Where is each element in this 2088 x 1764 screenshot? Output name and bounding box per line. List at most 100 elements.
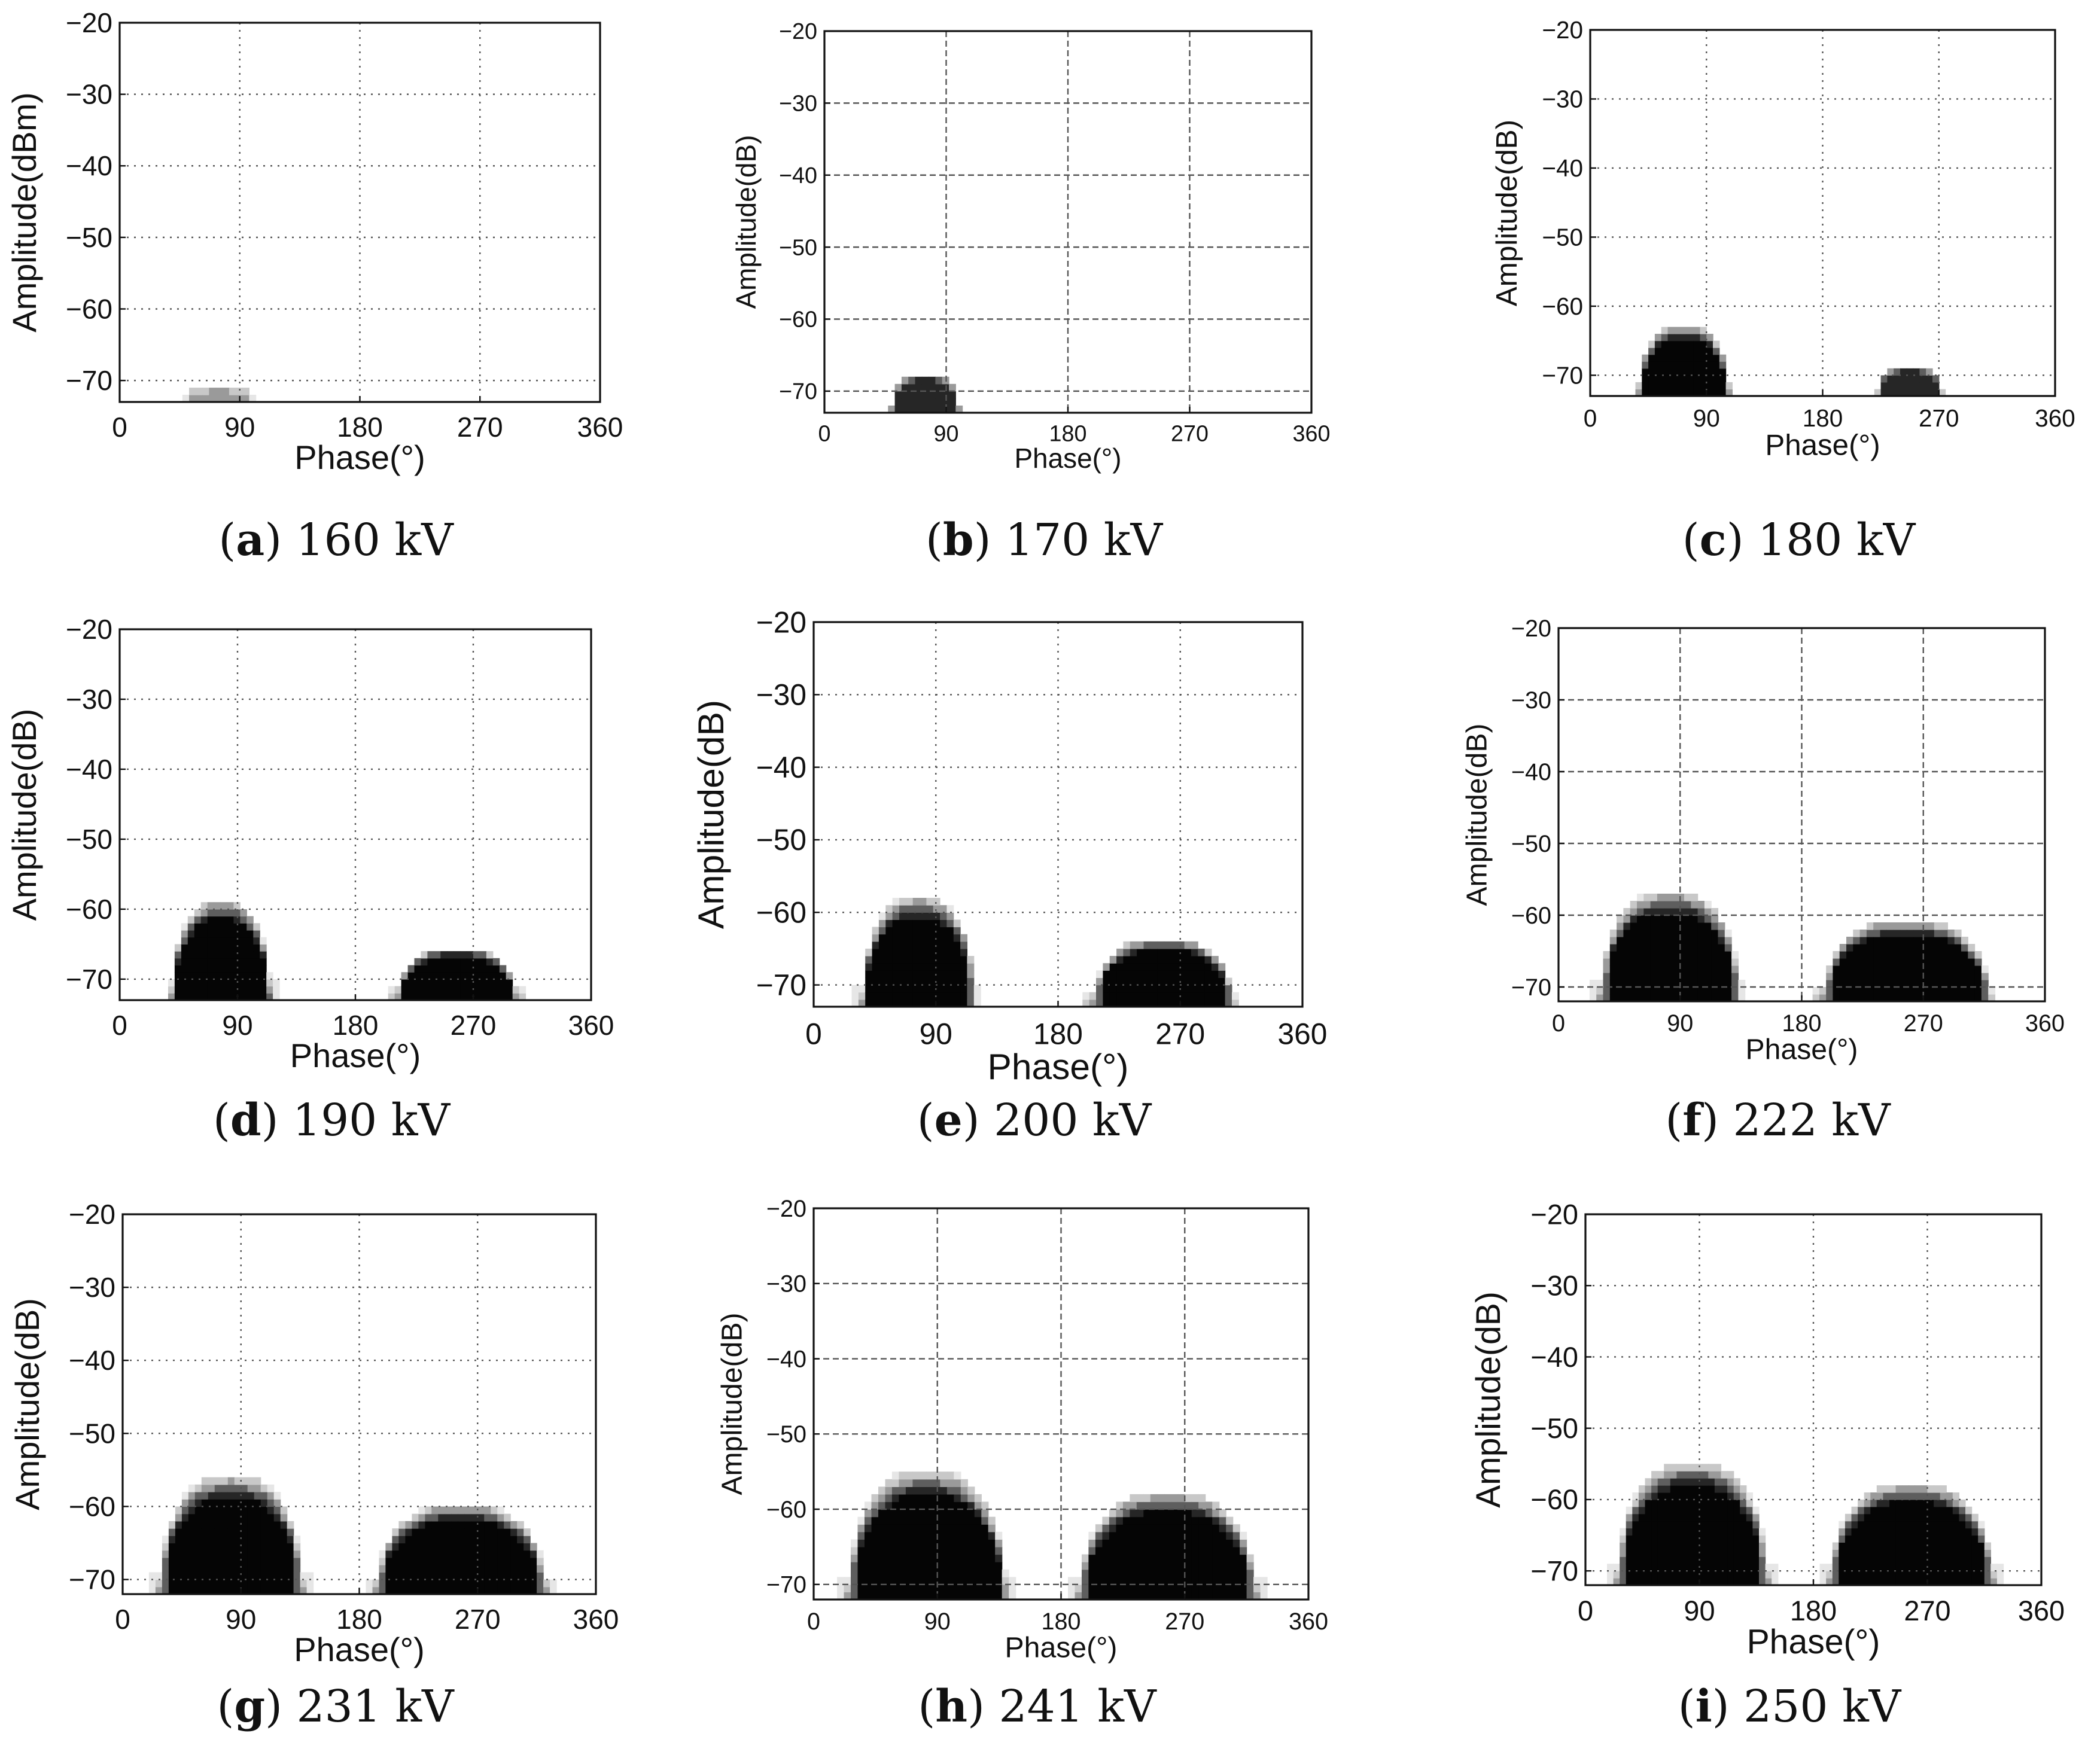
heat-cell (1900, 389, 1907, 397)
heat-cell (1687, 354, 1694, 362)
heat-cell (1191, 992, 1198, 1000)
heat-cell (1240, 1547, 1247, 1555)
heat-cell (438, 1513, 445, 1522)
heat-cell (1704, 965, 1712, 973)
heat-cell (953, 963, 961, 971)
heat-cell (1198, 992, 1206, 1000)
heat-cell (1643, 915, 1651, 923)
heat-cell (1941, 980, 1948, 988)
heat-cell (940, 912, 947, 920)
heat-cell (1965, 1549, 1973, 1557)
heat-cell (1941, 994, 1948, 1002)
heat-cell (1109, 1509, 1116, 1518)
heat-cell (504, 1513, 511, 1522)
heat-cell (188, 1565, 196, 1573)
heat-cell (300, 1579, 308, 1588)
heat-cell (207, 979, 215, 987)
heat-cell (1746, 1542, 1753, 1550)
heat-cell (187, 923, 195, 931)
heat-cell (530, 1572, 537, 1580)
heat-cell (946, 1554, 954, 1562)
heat-cell (405, 1543, 412, 1551)
heat-cell (1109, 1539, 1116, 1547)
heat-cell (837, 1577, 845, 1585)
heat-cell (486, 979, 494, 987)
heat-cell (1689, 1556, 1696, 1564)
heat-cell (1684, 987, 1691, 995)
heat-cell (1664, 1571, 1671, 1579)
heat-cell (254, 1565, 261, 1573)
heat-cell (1718, 937, 1725, 945)
heat-cell (1851, 1549, 1858, 1557)
heat-cell (246, 979, 254, 987)
heat-cell (974, 1531, 982, 1540)
heat-cell (892, 898, 900, 906)
heat-cell (1645, 1521, 1652, 1529)
heat-cell (1902, 1542, 1909, 1550)
heat-cell (220, 909, 227, 917)
heat-cell (499, 993, 507, 1001)
heat-cell (1630, 908, 1637, 916)
heat-cell (954, 1479, 961, 1487)
heat-cell (865, 1501, 872, 1510)
heat-cell (1908, 1485, 1915, 1493)
heat-cell (1954, 951, 1962, 959)
heat-cell (1870, 1549, 1877, 1557)
heat-cell (905, 1471, 913, 1480)
heat-cell (1721, 1578, 1728, 1586)
heat-cell (1900, 937, 1908, 945)
heat-cell (425, 1521, 432, 1529)
heat-cell (1651, 1471, 1658, 1479)
heat-cell (929, 376, 936, 385)
heat-cell (254, 1492, 261, 1500)
heat-cell (1765, 1578, 1772, 1586)
heat-cell (1670, 1556, 1677, 1564)
heat-cell (1727, 1535, 1734, 1543)
heat-cell (1645, 1578, 1652, 1586)
heat-cell (1645, 1556, 1652, 1564)
heat-cell (253, 937, 260, 945)
heat-cell (1733, 1499, 1740, 1507)
heat-cell (1670, 1578, 1677, 1586)
heat-cell (388, 986, 395, 994)
heat-cell (1708, 1535, 1715, 1543)
heat-cell (287, 1543, 294, 1551)
heat-cell (168, 1543, 176, 1551)
heat-cell (477, 1586, 485, 1595)
heat-cell (1670, 1528, 1677, 1536)
heat-cell (221, 1543, 229, 1551)
x-tick-label: 0 (818, 421, 831, 446)
heat-cell (1661, 389, 1669, 397)
heat-cell (1919, 375, 1926, 383)
heat-cell (1643, 894, 1651, 901)
heat-cell (974, 1494, 982, 1503)
heat-cell (1940, 1542, 1947, 1550)
heat-cell (247, 1535, 255, 1544)
heat-cell (427, 951, 434, 959)
heat-cell (1859, 980, 1867, 988)
heat-cell (236, 388, 243, 395)
heat-cell (1177, 1516, 1185, 1525)
heat-cell (207, 937, 215, 945)
heat-cell (1839, 1556, 1846, 1564)
heat-cell (1693, 340, 1701, 348)
cluster-g-2 (366, 1506, 557, 1595)
heat-cell (1609, 937, 1617, 945)
heat-cell (242, 395, 249, 403)
heat-cell (1691, 937, 1699, 945)
heat-cell (1895, 1513, 1903, 1522)
heat-cell (1116, 1592, 1124, 1600)
heat-cell (207, 986, 215, 994)
heat-cell (1218, 985, 1226, 993)
heat-cell (1733, 1506, 1740, 1515)
heat-cell (273, 1572, 281, 1580)
heat-cell (260, 958, 267, 966)
heat-cell (871, 1531, 879, 1540)
heat-cell (1157, 1524, 1165, 1533)
heat-cell (240, 916, 247, 924)
heat-cell (174, 965, 182, 973)
heat-cell (1130, 1501, 1137, 1510)
heat-cell (919, 1471, 927, 1480)
heat-cell (491, 1572, 498, 1580)
heat-cell (1198, 999, 1206, 1007)
